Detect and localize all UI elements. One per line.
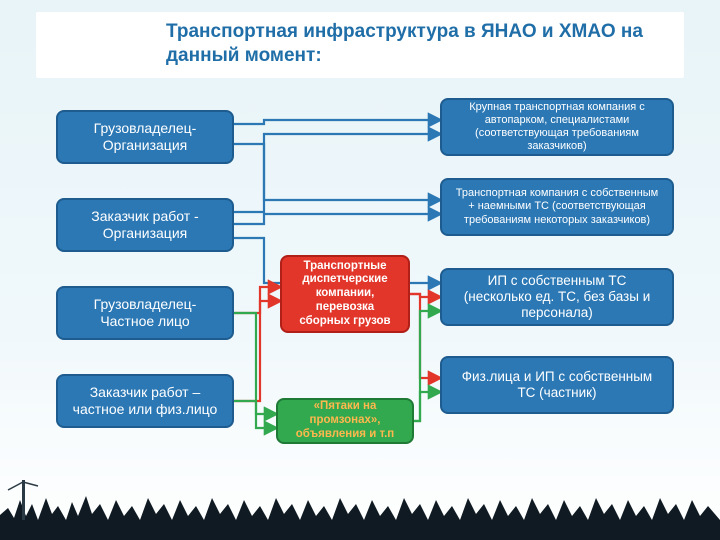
connector xyxy=(234,401,276,428)
connector xyxy=(234,144,440,200)
connector xyxy=(234,214,440,224)
connector xyxy=(234,134,440,212)
connector xyxy=(234,120,440,124)
mid-node-red: Транспортные диспетчерские компании, пер… xyxy=(280,255,410,333)
title-bar: Транспортная инфраструктура в ЯНАО и ХМА… xyxy=(36,12,684,78)
forest-silhouette xyxy=(0,470,720,540)
connector xyxy=(414,311,440,421)
connector xyxy=(234,301,280,401)
connector xyxy=(410,294,440,297)
mid-node-green: «Пятаки на промзонах», объявления и т.п xyxy=(276,398,414,444)
left-node-1: Заказчик работ - Организация xyxy=(56,198,234,252)
right-node-0: Крупная транспортная компания с автопарк… xyxy=(440,98,674,156)
left-node-3: Заказчик работ – частное или физ.лицо xyxy=(56,374,234,428)
left-node-2: Грузовладелец-Частное лицо xyxy=(56,286,234,340)
right-node-3: Физ.лица и ИП с собственным ТС (частник) xyxy=(440,356,674,414)
connector xyxy=(410,294,440,378)
left-node-0: Грузовладелец-Организация xyxy=(56,110,234,164)
connector xyxy=(234,313,276,414)
page-title: Транспортная инфраструктура в ЯНАО и ХМА… xyxy=(166,20,670,68)
right-node-2: ИП с собственным ТС (несколько ед. ТС, б… xyxy=(440,268,674,326)
right-node-1: Транспортная компания с собственным + на… xyxy=(440,178,674,236)
connector xyxy=(414,392,440,421)
connector xyxy=(234,287,280,313)
